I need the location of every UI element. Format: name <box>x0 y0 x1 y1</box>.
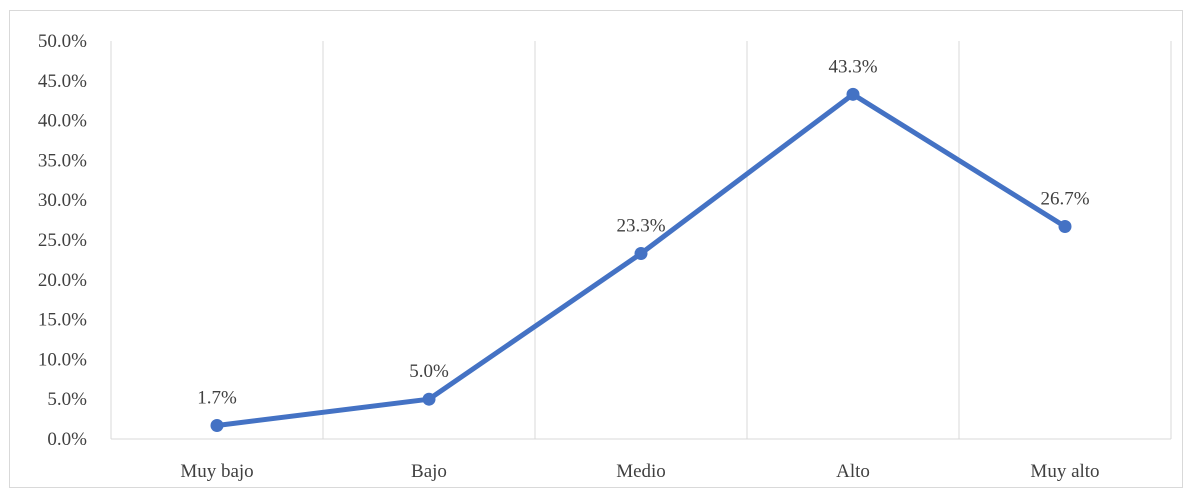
data-point <box>634 247 648 261</box>
data-point <box>1058 219 1072 233</box>
y-tick-label: 0.0% <box>47 429 87 450</box>
y-tick-label: 10.0% <box>38 349 87 370</box>
data-label: 1.7% <box>197 387 237 408</box>
y-tick-label: 15.0% <box>38 310 87 331</box>
vertical-gridlines <box>110 41 1172 439</box>
data-label: 5.0% <box>409 361 449 382</box>
y-axis-tick-labels: 0.0% 5.0% 10.0% 15.0% 20.0% 25.0% 30.0% 35.0% 40… <box>38 31 87 450</box>
y-tick-label: 20.0% <box>38 270 87 291</box>
x-tick-label: Muy bajo <box>180 461 253 482</box>
data-label: 23.3% <box>616 216 665 237</box>
x-tick-label: Medio <box>616 461 666 482</box>
x-tick-label: Bajo <box>411 461 447 482</box>
data-label: 26.7% <box>1040 188 1089 209</box>
data-point-markers <box>210 87 1072 432</box>
line-chart: 0.0% 5.0% 10.0% 15.0% 20.0% 25.0% 30.0% 35.0% 40… <box>38 31 1172 482</box>
x-tick-label: Muy alto <box>1030 461 1099 482</box>
y-tick-label: 30.0% <box>38 190 87 211</box>
y-tick-label: 40.0% <box>38 111 87 132</box>
y-tick-label: 25.0% <box>38 230 87 251</box>
x-tick-label: Alto <box>836 461 870 482</box>
y-tick-label: 5.0% <box>47 389 87 410</box>
data-point <box>846 87 860 101</box>
y-tick-label: 35.0% <box>38 150 87 171</box>
y-tick-label: 50.0% <box>38 31 87 52</box>
data-point <box>422 392 436 406</box>
y-tick-label: 45.0% <box>38 71 87 92</box>
data-point <box>210 418 224 432</box>
chart-frame: 0.0% 5.0% 10.0% 15.0% 20.0% 25.0% 30.0% 35.0% 40… <box>9 10 1183 488</box>
data-label: 43.3% <box>828 56 877 77</box>
data-labels: 1.7% 5.0% 23.3% 43.3% 26.7% <box>197 56 1090 408</box>
x-axis-tick-labels: Muy bajo Bajo Medio Alto Muy alto <box>180 461 1099 482</box>
